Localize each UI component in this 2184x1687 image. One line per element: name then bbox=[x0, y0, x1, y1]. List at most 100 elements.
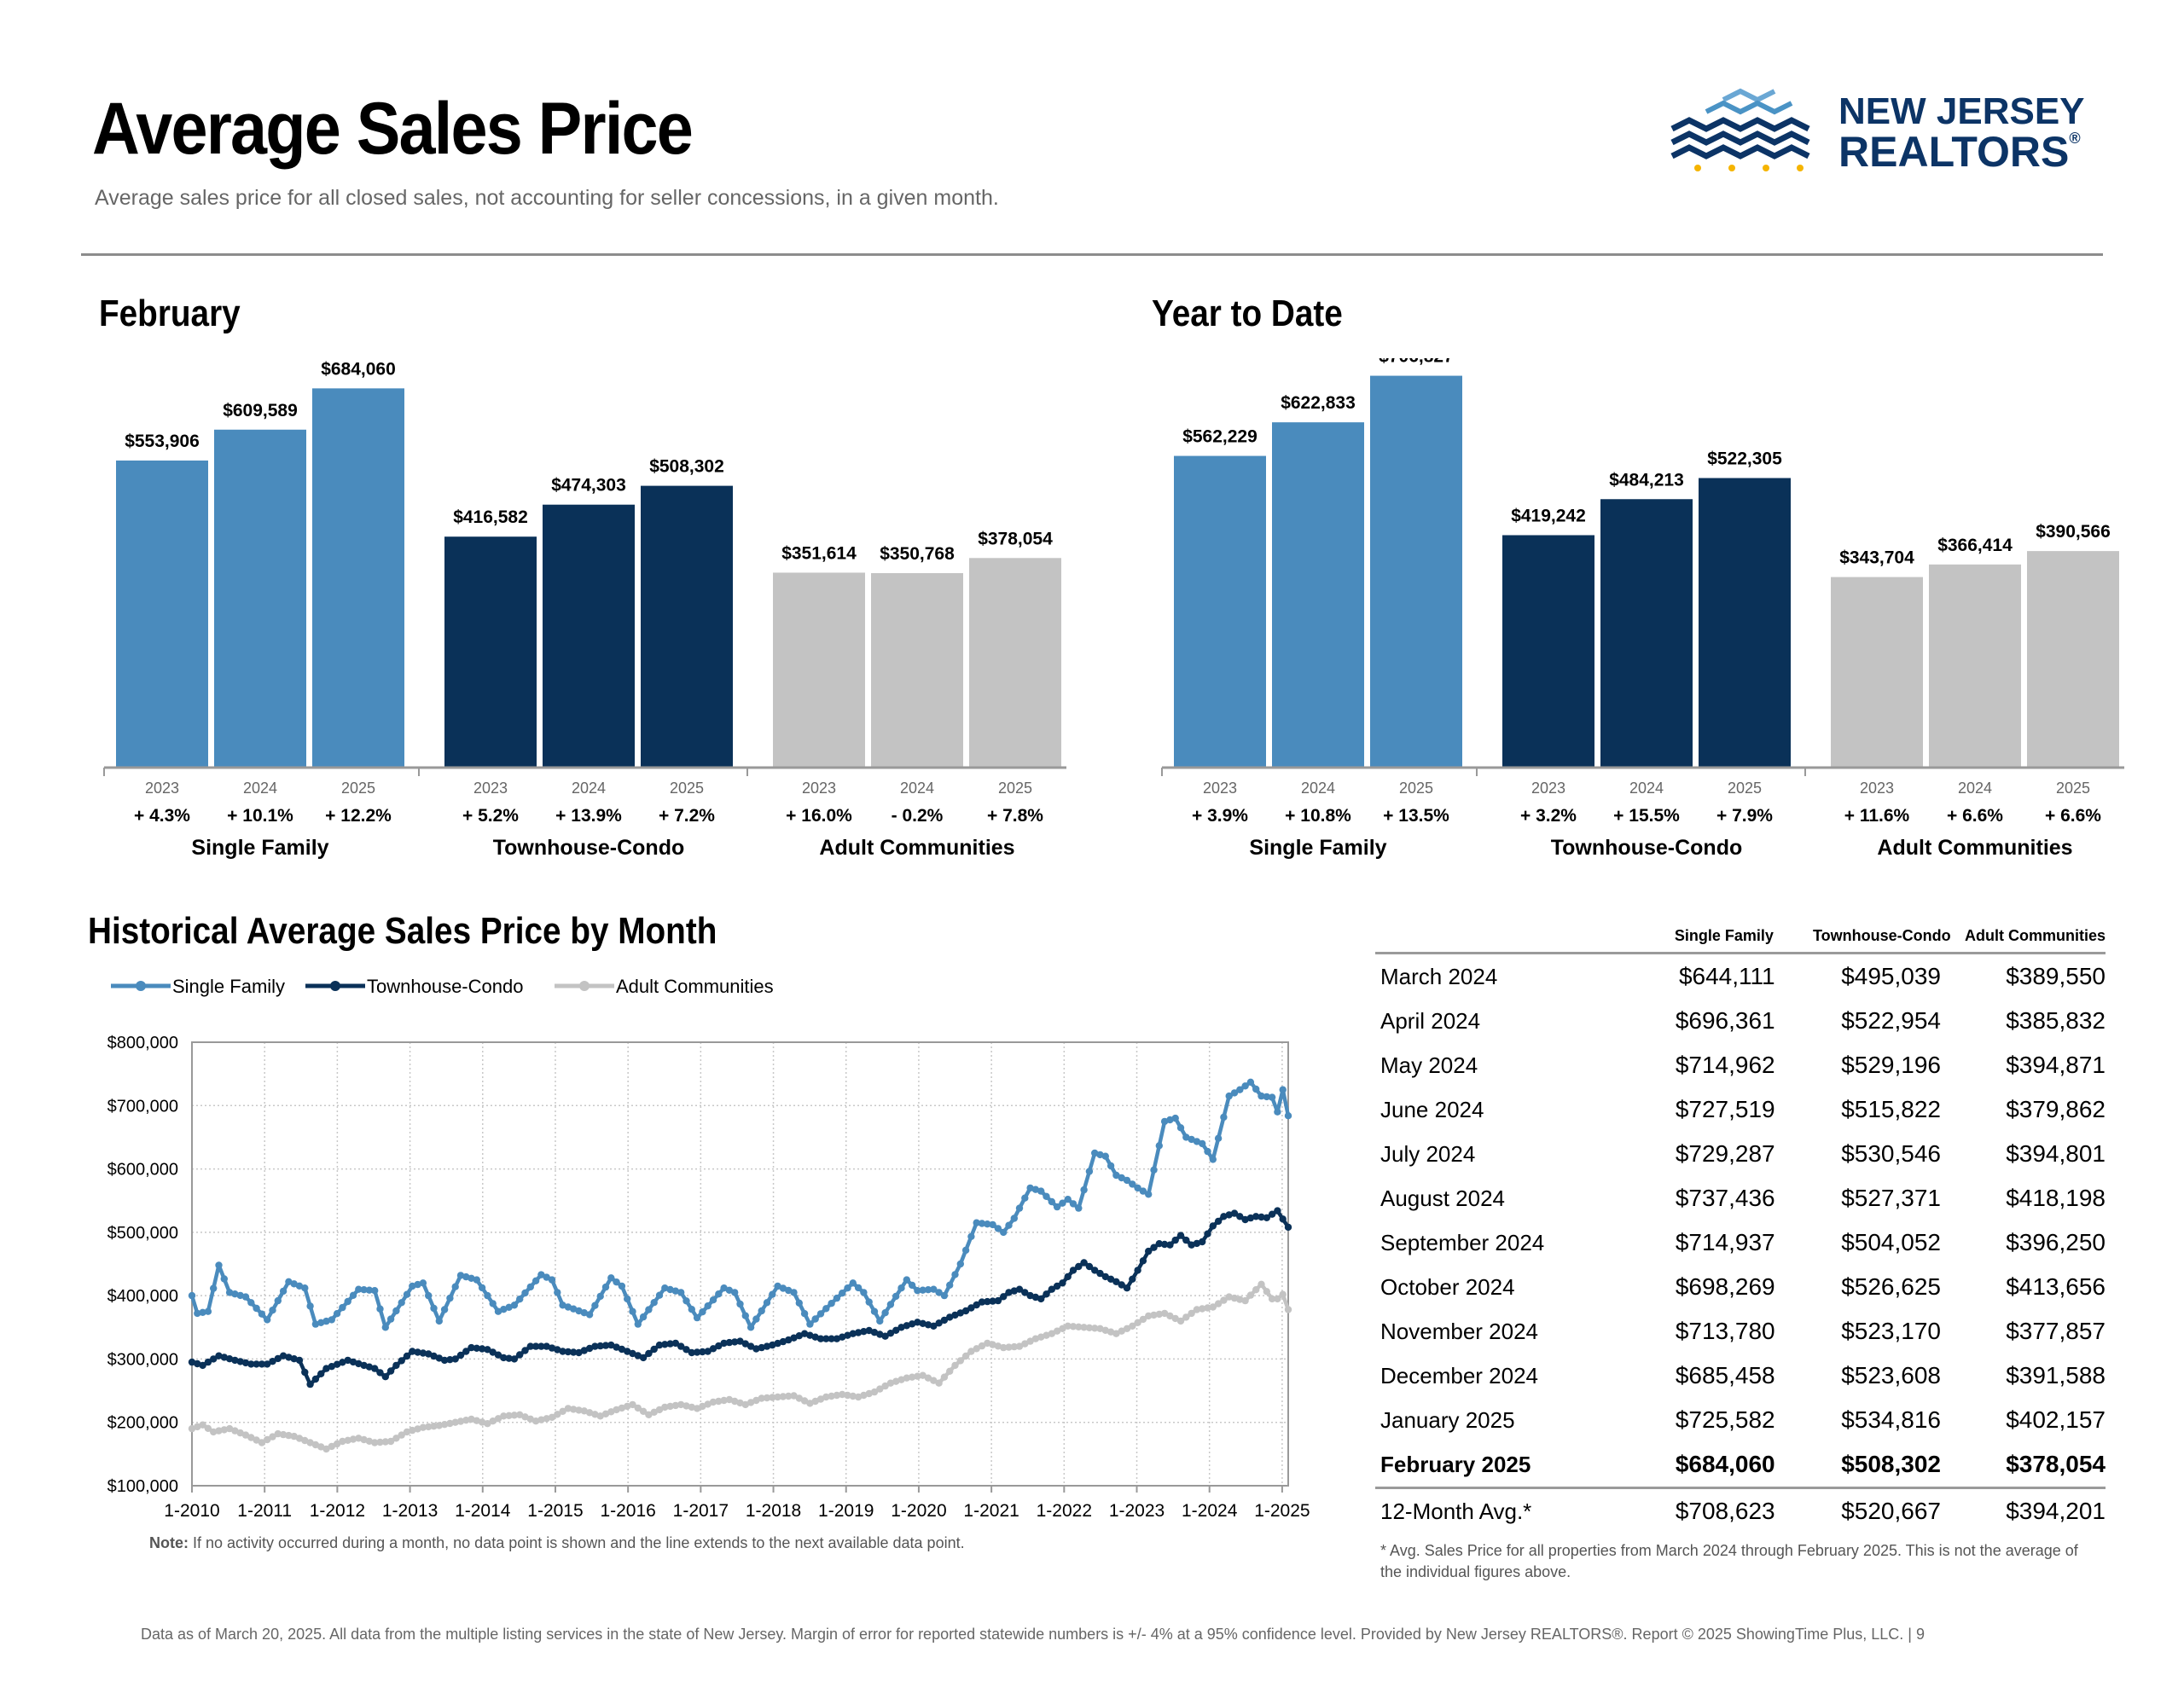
feb-group-label: Single Family bbox=[191, 836, 328, 860]
line-point bbox=[865, 1298, 873, 1306]
line-point bbox=[736, 1399, 744, 1407]
line-point bbox=[1139, 1187, 1147, 1195]
line-point bbox=[220, 1426, 228, 1434]
line-point bbox=[360, 1361, 368, 1370]
line-point bbox=[1096, 1269, 1104, 1278]
line-point bbox=[381, 1324, 389, 1331]
line-point bbox=[199, 1308, 206, 1316]
line-point bbox=[720, 1396, 728, 1405]
line-point bbox=[468, 1274, 475, 1282]
ytd-bar bbox=[1272, 422, 1364, 768]
line-chart-y-tick-label: $200,000 bbox=[107, 1414, 178, 1433]
line-point bbox=[360, 1435, 368, 1444]
line-point bbox=[1091, 1267, 1099, 1274]
table-cell: $385,832 bbox=[2006, 1007, 2106, 1034]
table-header-adult-communities: Adult Communities bbox=[1965, 917, 2106, 954]
line-point bbox=[1241, 1082, 1249, 1090]
line-point bbox=[634, 1404, 642, 1412]
line-point bbox=[1129, 1180, 1136, 1188]
line-point bbox=[1166, 1312, 1174, 1320]
logo: NEW JERSEY REALTORS® bbox=[1664, 81, 2107, 183]
line-point bbox=[285, 1278, 293, 1285]
line-point bbox=[333, 1440, 341, 1448]
line-point bbox=[236, 1429, 244, 1437]
line-point bbox=[1199, 1139, 1206, 1148]
line-point bbox=[677, 1342, 685, 1350]
line-point bbox=[435, 1354, 443, 1362]
line-point bbox=[1160, 1240, 1169, 1249]
line-point bbox=[865, 1389, 873, 1398]
line-point bbox=[940, 1373, 949, 1381]
line-point bbox=[736, 1300, 744, 1308]
line-point bbox=[1000, 1228, 1008, 1237]
line-point bbox=[585, 1409, 594, 1417]
table-row: August 2024 $737,436 $527,371 $418,198 bbox=[1375, 1176, 2106, 1220]
line-point bbox=[1258, 1092, 1265, 1100]
feb-bar-label: $378,054 bbox=[978, 529, 1053, 548]
line-point bbox=[956, 1357, 965, 1365]
line-point bbox=[682, 1402, 690, 1410]
line-point bbox=[940, 1316, 949, 1325]
line-point bbox=[526, 1283, 534, 1291]
line-point bbox=[204, 1424, 212, 1432]
line-point bbox=[1043, 1192, 1050, 1200]
line-point bbox=[924, 1321, 932, 1329]
line-point bbox=[1080, 1324, 1088, 1331]
line-chart-x-tick-label: 1-2021 bbox=[963, 1501, 1019, 1521]
line-point bbox=[570, 1406, 578, 1413]
line-point bbox=[731, 1338, 739, 1346]
line-point bbox=[607, 1408, 615, 1416]
line-point bbox=[440, 1356, 449, 1365]
line-point bbox=[671, 1287, 680, 1295]
line-point bbox=[1236, 1086, 1244, 1093]
line-point bbox=[709, 1345, 717, 1353]
february-title: February bbox=[99, 293, 241, 334]
ytd-bar bbox=[1370, 375, 1462, 768]
feb-change-label: + 16.0% bbox=[786, 806, 852, 826]
line-point bbox=[386, 1437, 395, 1446]
line-point bbox=[1166, 1116, 1174, 1124]
table-row-label: April 2024 bbox=[1380, 1007, 1481, 1034]
legend-marker bbox=[579, 981, 590, 991]
line-point bbox=[392, 1307, 400, 1315]
line-chart-x-tick-label: 1-2019 bbox=[818, 1501, 874, 1521]
line-chart-y-tick-label: $600,000 bbox=[107, 1161, 178, 1180]
line-point bbox=[752, 1396, 760, 1405]
line-point bbox=[816, 1395, 825, 1403]
ytd-bar bbox=[1831, 577, 1923, 768]
line-point bbox=[897, 1284, 905, 1292]
line-point bbox=[1085, 1168, 1094, 1175]
line-point bbox=[779, 1337, 787, 1346]
table-row-label: February 2025 bbox=[1380, 1451, 1531, 1477]
feb-year-label: 2024 bbox=[900, 780, 934, 797]
line-point bbox=[478, 1418, 486, 1426]
line-point bbox=[210, 1428, 218, 1436]
ytd-bar bbox=[1502, 535, 1594, 768]
line-point bbox=[961, 1352, 970, 1360]
line-point bbox=[1053, 1327, 1061, 1335]
feb-bar-label: $553,906 bbox=[125, 432, 200, 451]
line-point bbox=[510, 1355, 519, 1363]
line-chart-x-tick-label: 1-2020 bbox=[891, 1501, 946, 1521]
line-point bbox=[596, 1292, 604, 1301]
line-point bbox=[386, 1367, 395, 1375]
line-chart-y-tick-label: $400,000 bbox=[107, 1287, 178, 1306]
line-point bbox=[554, 1289, 561, 1296]
line-point bbox=[1085, 1324, 1094, 1331]
line-point bbox=[774, 1393, 781, 1401]
feb-bar-label: $474,303 bbox=[551, 476, 626, 496]
line-point bbox=[613, 1278, 620, 1286]
line-point bbox=[1188, 1241, 1195, 1249]
line-point bbox=[468, 1415, 475, 1423]
table-row-label: September 2024 bbox=[1380, 1229, 1545, 1255]
line-point bbox=[1160, 1117, 1169, 1126]
page-number: 9 bbox=[1916, 1626, 1926, 1643]
line-point bbox=[1182, 1313, 1190, 1321]
line-point bbox=[215, 1261, 223, 1269]
ytd-title: Year to Date bbox=[1152, 293, 1343, 334]
line-point bbox=[758, 1307, 765, 1315]
line-point bbox=[1000, 1343, 1008, 1352]
line-point bbox=[785, 1392, 793, 1400]
line-point bbox=[531, 1277, 540, 1284]
table-cell: $523,170 bbox=[1841, 1318, 1941, 1344]
